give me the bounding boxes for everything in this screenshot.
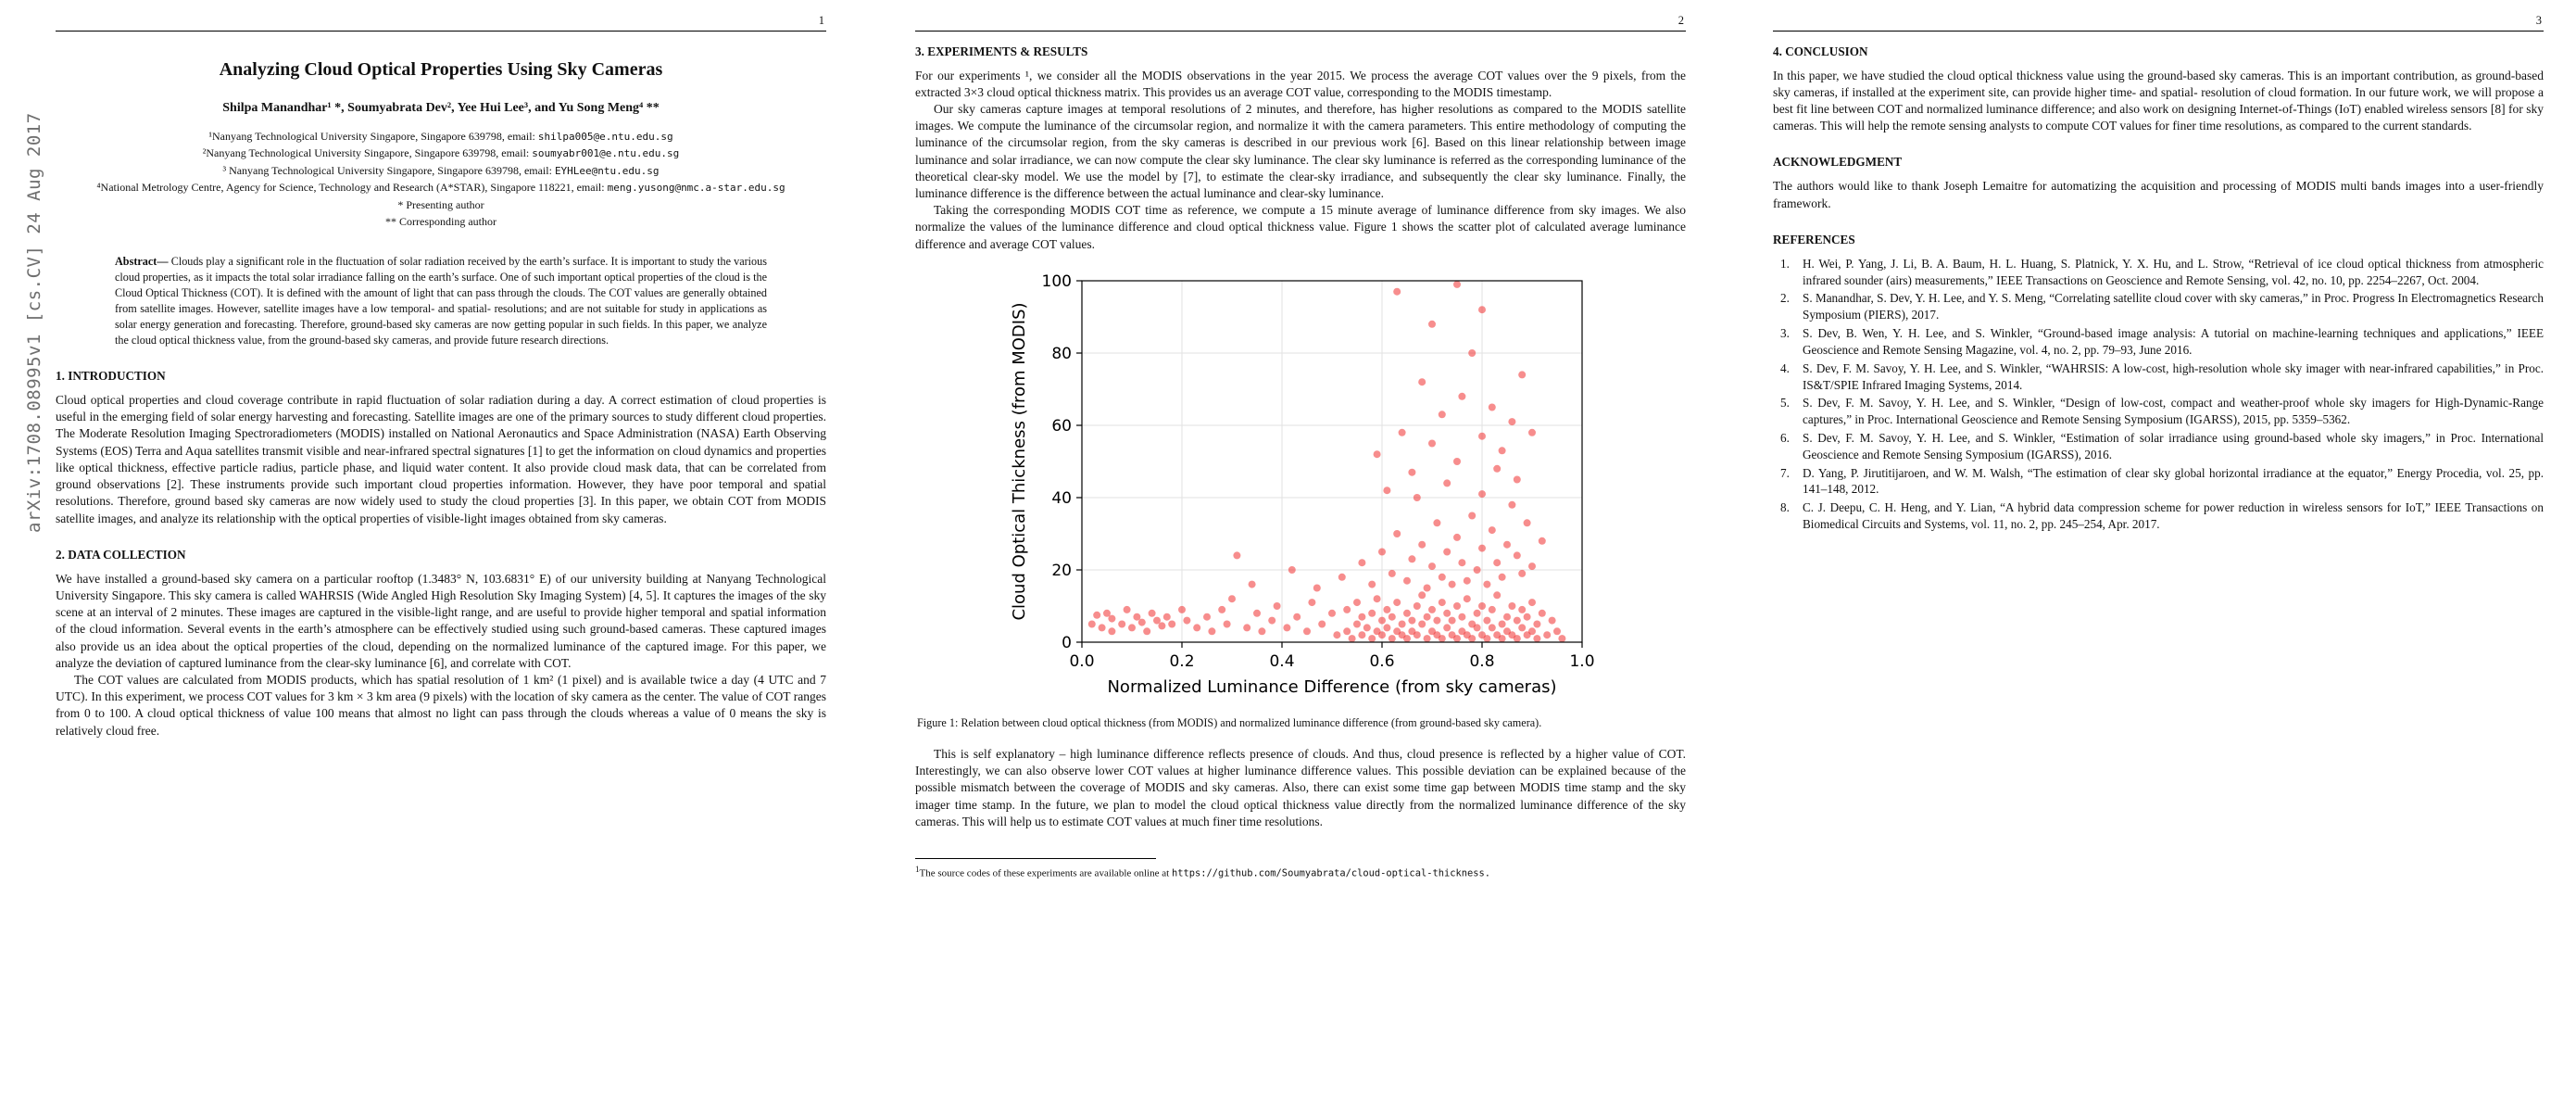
reference-list: 1. H. Wei, P. Yang, J. Li, B. A. Baum, H.… bbox=[1773, 256, 2544, 533]
svg-text:1.0: 1.0 bbox=[1569, 652, 1594, 671]
page-number: 1 bbox=[818, 14, 824, 27]
affiliation-line: ²Nanyang Technological University Singap… bbox=[56, 145, 826, 162]
affiliation-line: ¹Nanyang Technological University Singap… bbox=[56, 128, 826, 145]
svg-text:0.8: 0.8 bbox=[1469, 652, 1494, 671]
reference-number: 3. bbox=[1780, 326, 1790, 341]
affiliation-line: ⁴National Metrology Centre, Agency for S… bbox=[56, 179, 826, 196]
affiliation-text: ³ Nanyang Technological University Singa… bbox=[222, 163, 555, 177]
reference-number: 4. bbox=[1780, 360, 1790, 375]
svg-text:Normalized Luminance Differenc: Normalized Luminance Difference (from sk… bbox=[1107, 677, 1556, 697]
affiliation-line: ³ Nanyang Technological University Singa… bbox=[56, 162, 826, 180]
paper-title: Analyzing Cloud Optical Properties Using… bbox=[219, 58, 663, 80]
reference-text: S. Dev, F. M. Savoy, Y. H. Lee, and S. W… bbox=[1803, 430, 2544, 461]
reference-number: 2. bbox=[1780, 291, 1790, 306]
reference-item: 3. S. Dev, B. Wen, Y. H. Lee, and S. Wink… bbox=[1773, 325, 2544, 359]
paragraph: We have installed a ground-based sky cam… bbox=[56, 571, 826, 670]
reference-number: 5. bbox=[1780, 396, 1790, 411]
reference-item: 7. D. Yang, P. Jirutitijaroen, and W. M. … bbox=[1773, 465, 2544, 499]
email-address: shilpa005@e.ntu.edu.sg bbox=[537, 130, 673, 143]
reference-text: S. Dev, F. M. Savoy, Y. H. Lee, and S. W… bbox=[1803, 360, 2544, 392]
paragraph: Our sky cameras capture images at tempor… bbox=[915, 101, 1686, 201]
reference-text: H. Wei, P. Yang, J. Li, B. A. Baum, H. L… bbox=[1803, 256, 2544, 287]
svg-text:0: 0 bbox=[1062, 634, 1072, 652]
paragraph: Cloud optical properties and cloud cover… bbox=[56, 392, 826, 525]
svg-text:40: 40 bbox=[1051, 489, 1072, 508]
section-heading-experiments: 3. EXPERIMENTS & RESULTS bbox=[915, 44, 1088, 58]
reference-text: C. J. Deepu, C. H. Heng, and Y. Lian, “A… bbox=[1803, 500, 2544, 531]
affiliation-text: ⁴National Metrology Centre, Agency for S… bbox=[96, 181, 608, 194]
page-3: 3 4. CONCLUSION In this paper, we have s… bbox=[1773, 15, 2544, 535]
header-rule bbox=[1773, 30, 2544, 32]
svg-text:Cloud Optical Thickness (from: Cloud Optical Thickness (from MODIS) bbox=[1010, 302, 1029, 620]
reference-text: S. Manandhar, S. Dev, Y. H. Lee, and Y. … bbox=[1803, 291, 2544, 322]
scatter-plot: 0.0 0.2 0.4 0.6 0.8 1.0 0 20 40 60 80 100 Normalized… bbox=[1010, 272, 1595, 697]
figure-1: 0.0 0.2 0.4 0.6 0.8 1.0 0 20 40 60 80 100 Normalized… bbox=[915, 268, 1686, 708]
footnote-marker: 1 bbox=[915, 865, 920, 875]
paragraph: For our experiments ¹, we consider all t… bbox=[915, 68, 1686, 99]
reference-item: 1. H. Wei, P. Yang, J. Li, B. A. Baum, H.… bbox=[1773, 256, 2544, 289]
header-rule bbox=[915, 30, 1686, 32]
paragraph: In this paper, we have studied the cloud… bbox=[1773, 68, 2544, 133]
footnote-text: The source codes of these experiments ar… bbox=[919, 867, 1172, 879]
affiliation-text: ¹Nanyang Technological University Singap… bbox=[208, 129, 538, 143]
section-heading-conclusion: 4. CONCLUSION bbox=[1773, 44, 1868, 58]
svg-text:0.0: 0.0 bbox=[1069, 652, 1094, 671]
email-address: soumyabr001@e.ntu.edu.sg bbox=[532, 147, 680, 159]
author-note-corresponding: ** Corresponding author bbox=[385, 214, 496, 228]
header-rule bbox=[56, 30, 826, 32]
abstract-text: Clouds play a significant role in the fl… bbox=[115, 254, 767, 347]
reference-item: 2. S. Manandhar, S. Dev, Y. H. Lee, and Y… bbox=[1773, 290, 2544, 323]
paragraph: The authors would like to thank Joseph L… bbox=[1773, 179, 2544, 210]
svg-text:0.4: 0.4 bbox=[1269, 652, 1294, 671]
reference-number: 6. bbox=[1780, 430, 1790, 445]
abstract: Abstract— Clouds play a significant role… bbox=[115, 254, 767, 348]
reference-item: 8. C. J. Deepu, C. H. Heng, and Y. Lian, … bbox=[1773, 499, 2544, 533]
reference-item: 6. S. Dev, F. M. Savoy, Y. H. Lee, and S.… bbox=[1773, 430, 2544, 463]
author-line: Shilpa Manandhar¹ *, Soumyabrata Dev², Y… bbox=[222, 100, 660, 115]
footnote-url-link[interactable]: https://github.com/Soumyabrata/cloud-opt… bbox=[1171, 867, 1491, 879]
section-heading-references: REFERENCES bbox=[1773, 232, 1855, 246]
svg-text:0.2: 0.2 bbox=[1169, 652, 1194, 671]
svg-text:80: 80 bbox=[1051, 345, 1072, 363]
page-number: 3 bbox=[2535, 14, 2542, 27]
reference-item: 5. S. Dev, F. M. Savoy, Y. H. Lee, and S.… bbox=[1773, 395, 2544, 428]
abstract-label: Abstract— bbox=[115, 254, 171, 268]
reference-text: S. Dev, F. M. Savoy, Y. H. Lee, and S. W… bbox=[1803, 396, 2544, 427]
email-address: EYHLee@ntu.edu.sg bbox=[554, 164, 660, 177]
footnote: 1The source codes of these experiments a… bbox=[915, 864, 1686, 881]
page-number: 2 bbox=[1678, 14, 1684, 27]
reference-number: 1. bbox=[1780, 256, 1790, 271]
email-address: meng.yusong@nmc.a-star.edu.sg bbox=[607, 182, 785, 194]
svg-text:100: 100 bbox=[1042, 272, 1072, 291]
svg-text:0.6: 0.6 bbox=[1369, 652, 1394, 671]
section-heading-data-collection: 2. DATA COLLECTION bbox=[56, 547, 186, 562]
paragraph: This is self explanatory – high luminanc… bbox=[915, 746, 1686, 828]
section-heading-acknowledgment: ACKNOWLEDGMENT bbox=[1773, 155, 1903, 170]
affiliation-text: ²Nanyang Technological University Singap… bbox=[202, 146, 533, 159]
reference-item: 4. S. Dev, F. M. Savoy, Y. H. Lee, and S.… bbox=[1773, 360, 2544, 394]
svg-text:60: 60 bbox=[1051, 417, 1072, 436]
reference-number: 8. bbox=[1780, 500, 1790, 515]
author-note-presenting: * Presenting author bbox=[397, 197, 484, 211]
arxiv-watermark: arXiv:1708.08995v1 [cs.CV] 24 Aug 2017 bbox=[24, 112, 44, 533]
reference-text: D. Yang, P. Jirutitijaroen, and W. M. Wa… bbox=[1803, 465, 2544, 497]
paragraph: The COT values are calculated from MODIS… bbox=[56, 673, 826, 738]
footnote-rule bbox=[915, 858, 1156, 860]
reference-number: 7. bbox=[1780, 465, 1790, 480]
page-1: 1 Analyzing Cloud Optical Properties Usi… bbox=[56, 15, 826, 739]
section-heading-introduction: 1. INTRODUCTION bbox=[56, 368, 166, 383]
svg-text:20: 20 bbox=[1051, 562, 1072, 580]
figure-caption: Figure 1: Relation between cloud optical… bbox=[917, 715, 1542, 729]
page-2: 2 3. EXPERIMENTS & RESULTS For our exper… bbox=[915, 15, 1686, 881]
paragraph: Taking the corresponding MODIS COT time … bbox=[915, 203, 1686, 251]
reference-text: S. Dev, B. Wen, Y. H. Lee, and S. Winkle… bbox=[1803, 326, 2544, 357]
